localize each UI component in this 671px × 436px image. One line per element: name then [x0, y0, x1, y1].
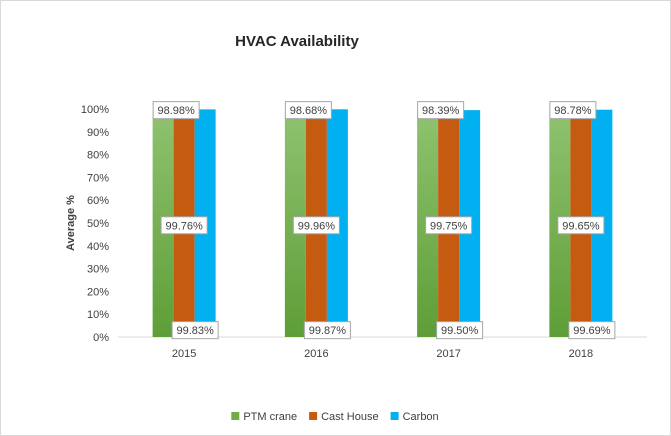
legend-label: PTM crane	[243, 411, 297, 423]
legend: PTM crane Cast House Carbon	[231, 411, 439, 423]
y-tick-label: 0%	[93, 332, 109, 344]
y-axis-ticks: 0% 10% 20% 30% 40% 50% 60% 70% 80% 90% 100%	[81, 104, 109, 344]
data-label-text: 99.65%	[562, 220, 600, 232]
y-tick-label: 80%	[87, 150, 109, 162]
x-tick-label: 2016	[304, 348, 328, 360]
data-label: 99.83%	[171, 321, 219, 340]
x-axis-ticks: 2015 2016 2017 2018	[172, 348, 593, 360]
data-label-box	[549, 101, 597, 120]
y-tick-label: 100%	[81, 104, 109, 116]
data-label: 99.69%	[568, 321, 616, 340]
data-label: 99.75%	[425, 216, 473, 235]
y-tick-label: 20%	[87, 286, 109, 298]
y-tick-label: 10%	[87, 309, 109, 321]
data-label: 98.39%	[417, 101, 465, 120]
data-label: 99.87%	[303, 321, 351, 340]
data-label: 98.68%	[284, 101, 332, 120]
data-label: 99.65%	[557, 216, 605, 235]
data-label: 98.98%	[152, 101, 200, 120]
data-label-box	[160, 216, 208, 235]
data-label-box	[557, 216, 605, 235]
legend-label: Cast House	[321, 411, 378, 423]
data-label: 98.78%	[549, 101, 597, 120]
data-label-text: 98.78%	[554, 105, 592, 117]
chart-title: HVAC Availability	[235, 33, 359, 50]
data-label-text: 99.76%	[165, 220, 203, 232]
data-label-box	[152, 101, 200, 120]
data-label-text: 98.68%	[290, 105, 328, 117]
data-label-text: 98.98%	[157, 105, 195, 117]
legend-label: Carbon	[403, 411, 439, 423]
data-label: 99.50%	[436, 321, 484, 340]
data-label: 99.96%	[292, 216, 340, 235]
data-label-text: 99.50%	[441, 325, 479, 337]
data-label-box	[292, 216, 340, 235]
data-label-text: 99.83%	[176, 325, 214, 337]
data-label-box	[417, 101, 465, 120]
y-tick-label: 50%	[87, 218, 109, 230]
data-label-text: 98.39%	[422, 105, 460, 117]
data-label-text: 99.96%	[298, 220, 336, 232]
legend-swatch	[231, 412, 240, 420]
legend-swatch	[309, 412, 318, 420]
y-tick-label: 70%	[87, 172, 109, 184]
y-tick-label: 90%	[87, 127, 109, 139]
data-label-box	[425, 216, 473, 235]
data-label-text: 99.69%	[573, 325, 611, 337]
data-label-box	[171, 321, 219, 340]
data-labels: 98.98% 99.76% 99.83% 98.68% 99.96% 99.87% 98.3…	[152, 101, 616, 340]
y-tick-label: 60%	[87, 195, 109, 207]
x-tick-label: 2015	[172, 348, 196, 360]
legend-swatch	[390, 412, 399, 420]
data-label-box	[436, 321, 484, 340]
data-label-box	[568, 321, 616, 340]
bar-group	[152, 109, 613, 338]
y-tick-label: 30%	[87, 264, 109, 276]
x-tick-label: 2017	[436, 348, 460, 360]
data-label-box	[303, 321, 351, 340]
y-tick-label: 40%	[87, 241, 109, 253]
data-label-box	[284, 101, 332, 120]
x-tick-label: 2018	[569, 348, 593, 360]
y-axis-title: Average %	[65, 195, 77, 251]
data-label: 99.76%	[160, 216, 208, 235]
data-label-text: 99.87%	[309, 325, 347, 337]
data-label-text: 99.75%	[430, 220, 468, 232]
